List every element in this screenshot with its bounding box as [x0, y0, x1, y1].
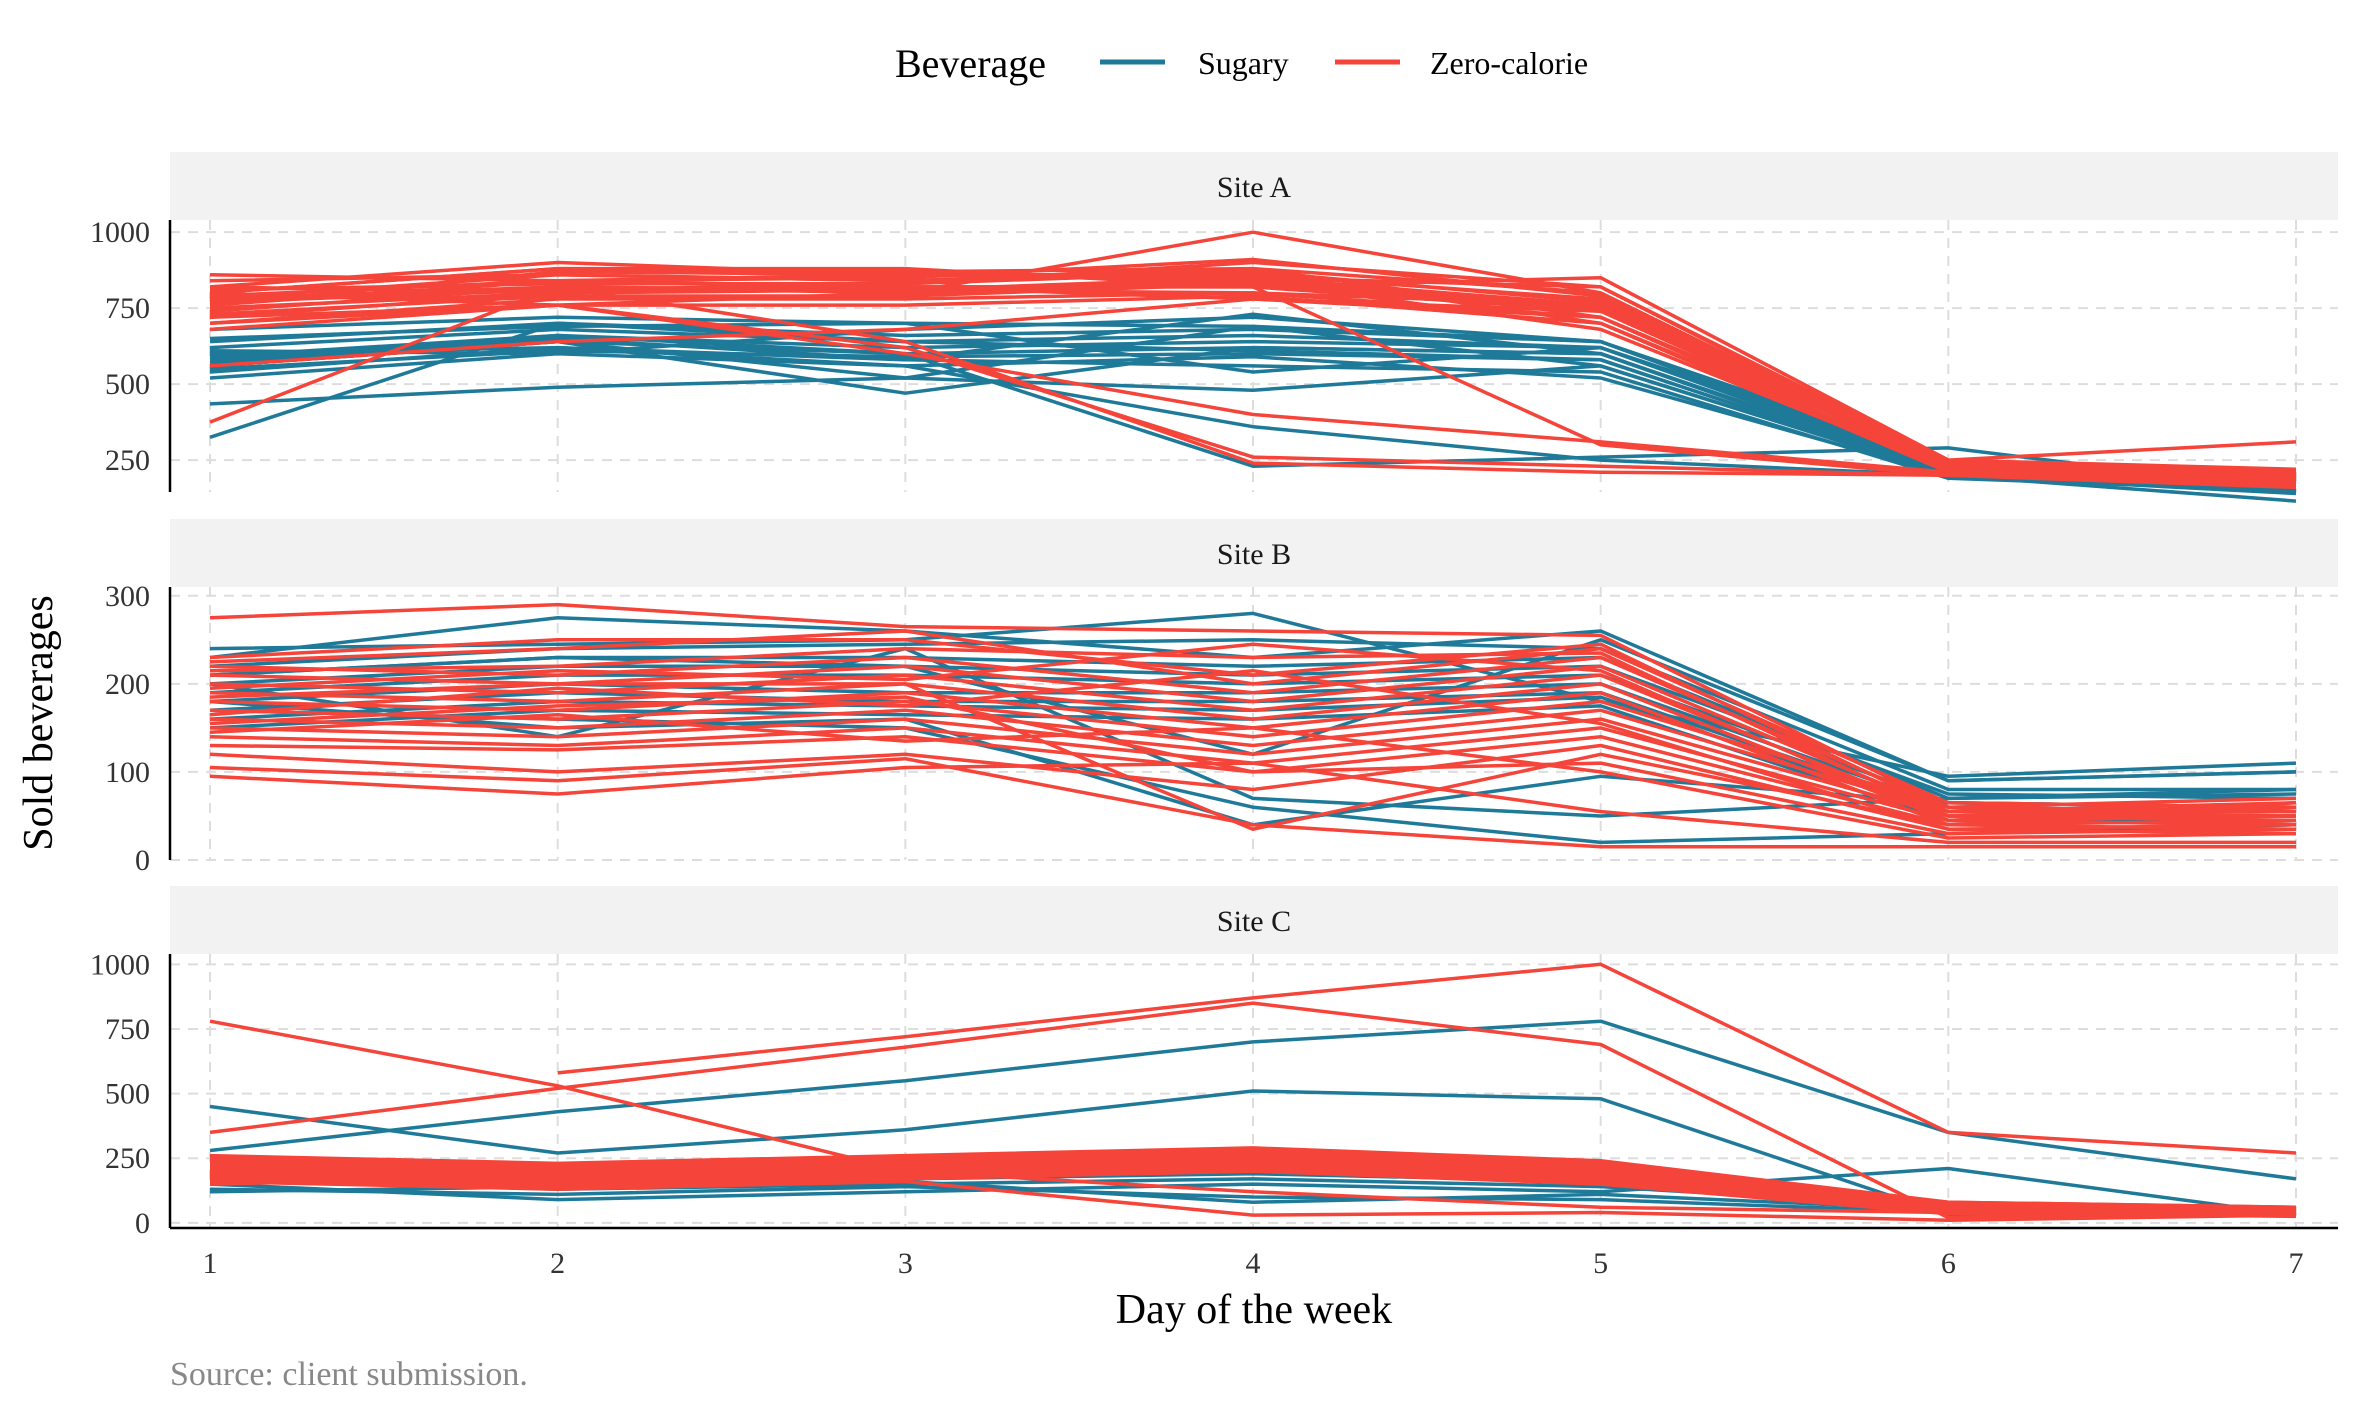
- panel-y-axis: 0 100 200 300: [105, 580, 172, 877]
- legend: Beverage Sugary Zero-calorie: [895, 41, 1588, 86]
- y-tick-label: 300: [105, 580, 150, 613]
- y-tick-label: 1000: [90, 216, 150, 249]
- series-line-zero-calorie: [557, 962, 2297, 1155]
- series-line-zero-calorie: [209, 629, 2297, 809]
- series-line-zero-calorie: [209, 655, 2297, 809]
- series-line-zero-calorie: [209, 1001, 2297, 1220]
- series-line-zero-calorie: [209, 642, 2297, 823]
- y-tick-label: 250: [105, 444, 150, 477]
- y-tick-label: 500: [105, 368, 150, 401]
- series-line-zero-calorie: [209, 695, 2297, 836]
- x-axis-label: Day of the week: [1116, 1287, 1392, 1333]
- legend-label-zero-calorie: Zero-calorie: [1430, 45, 1588, 81]
- series-line-zero-calorie: [209, 712, 2297, 840]
- series-line-zero-calorie: [209, 646, 2296, 818]
- x-tick-label: 2: [550, 1247, 565, 1280]
- y-tick-label: 200: [105, 668, 150, 701]
- series-line-zero-calorie: [209, 756, 2296, 849]
- panel-title: Site B: [1217, 538, 1291, 571]
- y-tick-label: 0: [135, 844, 150, 877]
- panel-lines: [209, 230, 2297, 503]
- legend-title: Beverage: [895, 41, 1046, 86]
- y-tick-label: 750: [105, 292, 150, 325]
- x-tick-label: 4: [1246, 1247, 1261, 1280]
- panel-strip: [170, 152, 2338, 220]
- y-tick-label: 500: [105, 1078, 150, 1111]
- y-axis-label: Sold beverages: [16, 595, 62, 850]
- panel-site-c: Site C 0 250 500 750 1000: [90, 886, 2338, 1240]
- series-line-zero-calorie: [209, 260, 2297, 462]
- x-tick-label: 6: [1941, 1247, 1956, 1280]
- panel-y-axis: 0 250 500 750 1000: [90, 948, 172, 1240]
- panel-strip: [170, 519, 2338, 587]
- y-tick-label: 250: [105, 1142, 150, 1175]
- y-tick-label: 750: [105, 1013, 150, 1046]
- series-line-zero-calorie: [209, 638, 2296, 814]
- series-line-zero-calorie: [209, 682, 2297, 831]
- x-tick-label: 3: [898, 1247, 913, 1280]
- series-line-zero-calorie: [209, 266, 2297, 474]
- panel-y-axis: 250 500 750 1000: [90, 216, 172, 492]
- series-line-sugary: [209, 1166, 2297, 1217]
- x-tick-label: 5: [1593, 1247, 1608, 1280]
- series-line-sugary: [209, 611, 2297, 779]
- panel-title: Site C: [1217, 905, 1291, 938]
- x-tick-label: 1: [203, 1247, 218, 1280]
- panel-lines: [209, 962, 2297, 1222]
- series-line-zero-calorie: [209, 1179, 2297, 1222]
- series-line-zero-calorie: [209, 1169, 2297, 1219]
- caption: Source: client submission.: [170, 1356, 528, 1393]
- y-tick-label: 100: [105, 756, 150, 789]
- series-line-zero-calorie: [209, 303, 2297, 484]
- series-line-zero-calorie: [209, 668, 2297, 831]
- y-tick-label: 0: [135, 1207, 150, 1240]
- x-axis: 1 2 3 4 5 6 7: [170, 1226, 2338, 1280]
- series-line-zero-calorie: [209, 285, 2297, 487]
- panel-title: Site A: [1217, 171, 1292, 204]
- legend-label-sugary: Sugary: [1198, 45, 1289, 81]
- series-line-zero-calorie: [209, 282, 2297, 479]
- panel-site-b: Site B 0 100 200 300: [105, 519, 2338, 877]
- panel-lines: [209, 602, 2297, 849]
- x-tick-label: 7: [2289, 1247, 2304, 1280]
- panel-site-a: Site A 250 500 750 1000: [90, 152, 2338, 503]
- y-tick-label: 1000: [90, 948, 150, 981]
- series-line-sugary: [209, 333, 2297, 493]
- panel-strip: [170, 886, 2338, 954]
